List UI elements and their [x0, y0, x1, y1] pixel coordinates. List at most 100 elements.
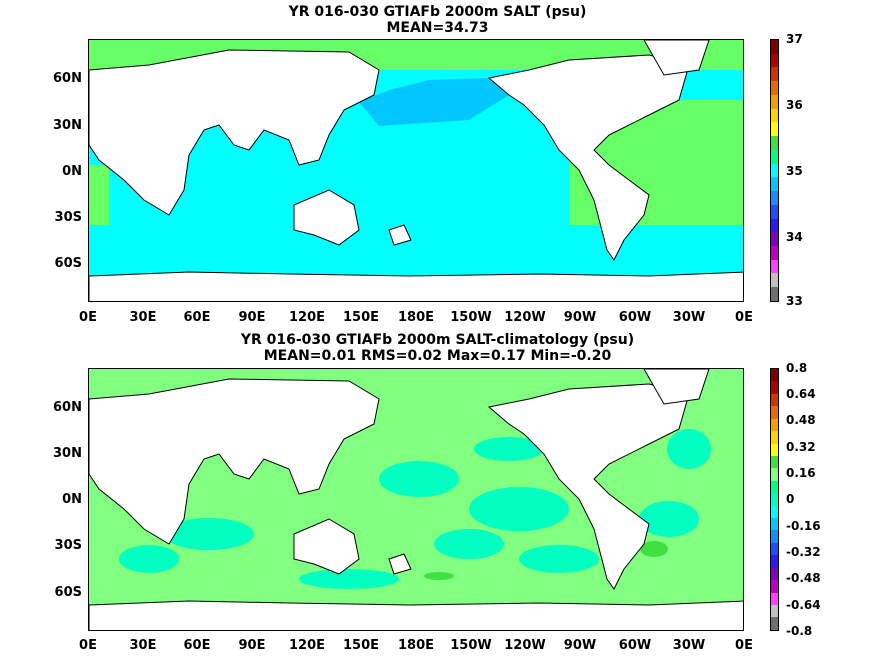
bottom-ytick-0n: 0N: [62, 492, 82, 507]
bottom-ytick-60n: 60N: [53, 400, 82, 415]
colorbar-swatch: [771, 53, 778, 68]
colorbar-swatch: [771, 246, 778, 260]
bottom-colorbar-label: -0.16: [786, 519, 821, 533]
bottom-ocean-patch: [469, 487, 569, 531]
colorbar-swatch: [771, 455, 778, 469]
colorbar-swatch: [771, 381, 778, 394]
colorbar-swatch: [771, 592, 778, 606]
bottom-xtick: 60E: [183, 638, 211, 653]
bottom-ocean-patch: [519, 545, 599, 573]
bottom-xtick: 180E: [397, 638, 435, 653]
bottom-ocean-patch: [299, 569, 399, 589]
bottom-ocean-patch-strong: [424, 572, 454, 580]
bottom-ocean-patch-strong: [640, 541, 668, 557]
colorbar-swatch: [771, 163, 778, 178]
top-north-pacific-region: [359, 78, 509, 126]
colorbar-swatch: [771, 617, 778, 630]
bottom-colorbar-label: 0.64: [786, 387, 816, 401]
top-ytick-30s: 30S: [54, 210, 82, 225]
top-xtick: 90W: [563, 310, 597, 325]
bottom-xtick: 120W: [504, 638, 546, 653]
bottom-xtick: 90W: [563, 638, 597, 653]
colorbar-swatch: [771, 40, 778, 54]
top-land-antarctica: [89, 271, 743, 301]
top-xtick: 0E: [79, 310, 97, 325]
top-xtick: 30W: [672, 310, 706, 325]
colorbar-swatch: [771, 580, 778, 593]
colorbar-swatch: [771, 418, 778, 432]
colorbar-swatch: [771, 94, 778, 109]
colorbar-swatch: [771, 232, 778, 247]
bottom-ytick-60s: 60S: [54, 585, 82, 600]
top-xtick: 30E: [129, 310, 157, 325]
bottom-colorbar-label: -0.64: [786, 598, 821, 612]
bottom-land-greenland: [643, 369, 710, 405]
bottom-ocean-patch: [164, 518, 254, 550]
colorbar-swatch: [771, 518, 778, 531]
bottom-xtick: 120E: [288, 638, 326, 653]
bottom-land-australia: [293, 518, 360, 575]
colorbar-swatch: [771, 177, 778, 192]
colorbar-swatch: [771, 204, 778, 219]
colorbar-swatch: [771, 191, 778, 205]
top-xtick: 90E: [238, 310, 266, 325]
colorbar-swatch: [771, 493, 778, 506]
top-xtick: 120W: [504, 310, 546, 325]
top-land-australia: [293, 189, 360, 246]
top-salinity-map: [89, 40, 743, 301]
bottom-ocean-patch: [474, 437, 544, 461]
bottom-map-panel: [88, 368, 744, 631]
colorbar-swatch: [771, 406, 778, 419]
bottom-ytick-30s: 30S: [54, 538, 82, 553]
top-xtick: 150E: [342, 310, 380, 325]
bottom-colorbar-label: 0: [786, 492, 795, 506]
colorbar-swatch: [771, 530, 778, 543]
bottom-panel-title: YR 016-030 GTIAFb 2000m SALT-climatology…: [240, 332, 635, 348]
top-colorbar-label: 35: [786, 164, 803, 178]
colorbar-swatch: [771, 542, 778, 556]
bottom-land-new-zealand: [388, 553, 412, 575]
bottom-colorbar-label: 0.32: [786, 440, 816, 454]
bottom-colorbar-label: -0.48: [786, 571, 821, 585]
top-ytick-30n: 30N: [53, 118, 82, 133]
top-xtick: 60E: [183, 310, 211, 325]
colorbar-swatch: [771, 369, 778, 382]
colorbar-swatch: [771, 259, 778, 274]
colorbar-swatch: [771, 431, 778, 444]
colorbar-swatch: [771, 555, 778, 568]
colorbar-swatch: [771, 480, 778, 494]
colorbar-swatch: [771, 149, 778, 164]
bottom-xtick: 90E: [238, 638, 266, 653]
colorbar-swatch: [771, 443, 778, 456]
top-map-panel: [88, 39, 744, 302]
top-xtick: 120E: [288, 310, 326, 325]
bottom-xtick: 60W: [618, 638, 652, 653]
top-ytick-60s: 60S: [54, 256, 82, 271]
bottom-xtick: 0E: [79, 638, 97, 653]
colorbar-swatch: [771, 468, 778, 481]
colorbar-swatch: [771, 505, 778, 519]
bottom-colorbar-label: 0.48: [786, 413, 816, 427]
top-indian-west-region: [89, 165, 109, 225]
bottom-colorbar-label: 0.8: [786, 361, 808, 375]
bottom-xtick: 150W: [450, 638, 492, 653]
top-panel-title: YR 016-030 GTIAFb 2000m SALT (psu): [288, 4, 587, 20]
top-colorbar-label: 33: [786, 294, 803, 308]
top-xtick: 180E: [397, 310, 435, 325]
colorbar-swatch: [771, 393, 778, 407]
top-xtick: 0E: [735, 310, 753, 325]
top-ytick-0n: 0N: [62, 164, 82, 179]
bottom-land-antarctica: [89, 600, 743, 630]
bottom-xtick: 30E: [129, 638, 157, 653]
bottom-panel-stats: MEAN=0.01 RMS=0.02 Max=0.17 Min=-0.20: [263, 348, 612, 364]
bottom-ocean-patch: [119, 545, 179, 573]
bottom-difference-map: [89, 369, 743, 630]
bottom-ocean-patch: [379, 461, 459, 497]
top-colorbar-label: 36: [786, 98, 803, 112]
colorbar-swatch: [771, 122, 778, 137]
top-land-new-zealand: [388, 224, 412, 246]
colorbar-swatch: [771, 67, 778, 82]
colorbar-swatch: [771, 81, 778, 95]
top-xtick: 60W: [618, 310, 652, 325]
top-land-eurasia-africa: [89, 49, 380, 216]
